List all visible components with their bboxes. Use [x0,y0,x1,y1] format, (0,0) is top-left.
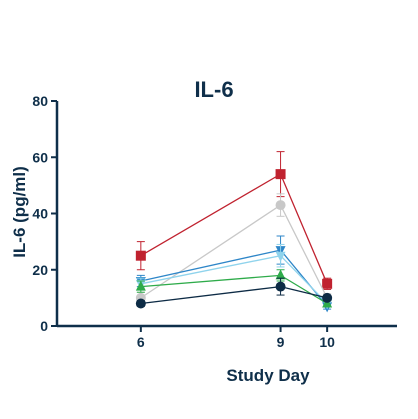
x-axis-label: Study Day [226,366,310,385]
data-point [135,280,146,291]
data-point [275,200,286,211]
series-6 [135,277,333,309]
series-layer [135,151,333,313]
y-tick-label: 80 [32,93,48,109]
chart-title: IL-6 [194,77,233,102]
series-1 [135,151,333,290]
y-tick-label: 20 [32,262,48,278]
y-tick-label: 60 [32,149,48,165]
series-2 [135,193,333,304]
x-tick-label: 9 [277,334,285,350]
data-point [275,281,286,292]
data-point [275,251,286,262]
data-point [135,298,146,309]
data-point [322,278,333,289]
y-tick-label: 0 [40,318,48,334]
y-tick-label: 40 [32,206,48,222]
data-point [135,250,146,261]
axes: 0 20 40 60 80 6 9 10 [32,93,397,350]
series-line [140,285,328,305]
x-tick-label: 6 [137,334,145,350]
x-tick-label: 10 [319,334,335,350]
y-axis-label: IL-6 (pg/ml) [10,166,29,258]
data-point [322,292,333,303]
data-point [275,169,286,180]
data-point [275,269,286,280]
series-line [140,173,328,285]
